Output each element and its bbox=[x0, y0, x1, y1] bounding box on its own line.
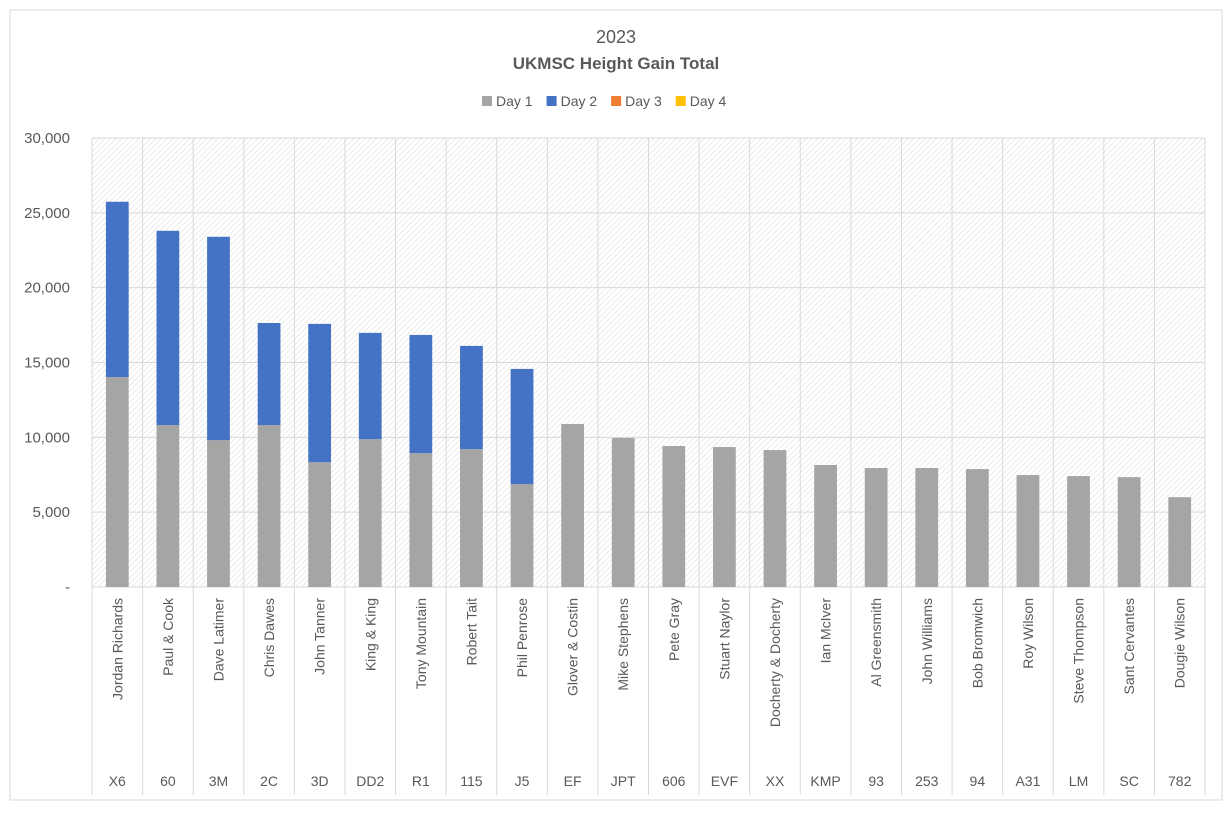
x-category-label: John Tanner bbox=[312, 598, 328, 675]
bar-day-1 bbox=[1117, 477, 1141, 587]
legend-label: Day 4 bbox=[690, 93, 727, 109]
x-code-label: EVF bbox=[711, 773, 738, 789]
x-code-label: X6 bbox=[109, 773, 126, 789]
x-code-label: JPT bbox=[611, 773, 636, 789]
bar-day-2 bbox=[409, 334, 433, 454]
x-code-label: J5 bbox=[515, 773, 530, 789]
chart-subtitle: UKMSC Height Gain Total bbox=[513, 54, 720, 73]
x-code-label: DD2 bbox=[356, 773, 384, 789]
bar-day-2 bbox=[156, 230, 180, 426]
y-tick-label: - bbox=[65, 579, 70, 596]
x-category-label: John Williams bbox=[919, 598, 935, 684]
bar-day-1 bbox=[915, 468, 939, 587]
bar-day-2 bbox=[257, 322, 281, 426]
x-code-label: 93 bbox=[868, 773, 884, 789]
y-tick-label: 20,000 bbox=[24, 280, 70, 297]
bar-day-2 bbox=[358, 332, 382, 440]
bar-day-1 bbox=[409, 453, 433, 587]
bar-day-1 bbox=[105, 377, 129, 587]
legend-label: Day 3 bbox=[625, 93, 662, 109]
legend-swatch bbox=[611, 96, 622, 106]
bar-day-1 bbox=[611, 437, 635, 587]
bar-day-1 bbox=[965, 469, 989, 587]
x-category-label: Al Greensmith bbox=[868, 598, 884, 687]
x-category-label: Pete Gray bbox=[666, 598, 682, 661]
x-category-label: Sant Cervantes bbox=[1121, 598, 1137, 695]
bar-day-1 bbox=[561, 424, 584, 587]
x-category-label: Jordan Richards bbox=[109, 598, 125, 700]
x-code-label: 2C bbox=[260, 773, 278, 789]
legend-swatch bbox=[482, 96, 492, 106]
x-code-label: 606 bbox=[662, 773, 686, 789]
x-code-label: KMP bbox=[810, 773, 840, 789]
x-code-label: 3M bbox=[209, 773, 228, 789]
bar-day-1 bbox=[257, 425, 281, 587]
bar-day-1 bbox=[207, 440, 230, 587]
x-category-label: Roy Wilson bbox=[1020, 598, 1036, 669]
x-category-label: King & King bbox=[362, 598, 378, 671]
bar-day-1 bbox=[864, 468, 888, 587]
x-code-label: 782 bbox=[1168, 773, 1192, 789]
bar-day-1 bbox=[662, 446, 686, 587]
bar-day-1 bbox=[358, 439, 382, 587]
x-code-label: A31 bbox=[1015, 773, 1040, 789]
bar-day-2 bbox=[510, 368, 534, 485]
x-category-label: Bob Bromwich bbox=[969, 598, 985, 688]
bar-day-1 bbox=[1016, 475, 1040, 587]
bar-day-1 bbox=[1067, 476, 1090, 587]
bar-day-2 bbox=[308, 323, 332, 463]
bar-day-1 bbox=[308, 462, 332, 587]
chart-title: 2023 bbox=[596, 27, 636, 47]
x-code-label: LM bbox=[1069, 773, 1088, 789]
y-tick-label: 10,000 bbox=[24, 429, 70, 446]
x-category-label: Robert Tait bbox=[463, 598, 479, 666]
x-code-label: XX bbox=[766, 773, 785, 789]
legend-label: Day 1 bbox=[496, 93, 533, 109]
x-code-label: 115 bbox=[460, 773, 483, 789]
legend-swatch bbox=[675, 96, 686, 106]
x-category-label: Ian McIver bbox=[818, 598, 834, 664]
x-category-label: Docherty & Docherty bbox=[767, 598, 783, 727]
bar-day-2 bbox=[460, 345, 483, 450]
legend: Day 1 Day 2 Day 3 Day 4 bbox=[482, 93, 727, 109]
x-code-label: EF bbox=[564, 773, 582, 789]
legend-swatch bbox=[546, 96, 557, 106]
x-category-label: Stuart Naylor bbox=[716, 598, 732, 680]
x-category-label: Glover & Costin bbox=[565, 598, 581, 696]
bar-day-2 bbox=[207, 236, 230, 441]
x-code-label: 3D bbox=[311, 773, 329, 789]
bar-day-1 bbox=[156, 425, 180, 587]
x-category-label: Dave Latimer bbox=[210, 598, 226, 682]
y-tick-label: 30,000 bbox=[24, 130, 70, 147]
bar-day-1 bbox=[814, 465, 837, 587]
x-category-label: Chris Dawes bbox=[261, 598, 277, 677]
x-category-label: Dougie Wilson bbox=[1172, 598, 1188, 688]
x-category-label: Tony Mountain bbox=[413, 598, 429, 689]
bar-day-2 bbox=[105, 201, 129, 378]
x-code-label: SC bbox=[1119, 773, 1138, 789]
bar-day-1 bbox=[713, 447, 736, 587]
x-category-label: Mike Stephens bbox=[615, 598, 631, 691]
x-category-label: Phil Penrose bbox=[514, 598, 530, 678]
x-code-label: 253 bbox=[915, 773, 939, 789]
y-tick-label: 25,000 bbox=[24, 205, 70, 222]
y-tick-label: 15,000 bbox=[24, 355, 70, 372]
x-code-label: R1 bbox=[412, 773, 430, 789]
x-category-label: Paul & Cook bbox=[160, 597, 176, 676]
legend-label: Day 2 bbox=[561, 93, 598, 109]
x-code-label: 94 bbox=[970, 773, 986, 789]
x-code-label: 60 bbox=[160, 773, 176, 789]
bar-day-1 bbox=[763, 450, 787, 587]
bar-day-1 bbox=[460, 449, 483, 587]
bar-day-1 bbox=[1168, 497, 1192, 587]
bar-day-1 bbox=[510, 484, 534, 587]
y-tick-label: 5,000 bbox=[32, 504, 70, 521]
x-category-label: Steve Thompson bbox=[1071, 598, 1087, 704]
